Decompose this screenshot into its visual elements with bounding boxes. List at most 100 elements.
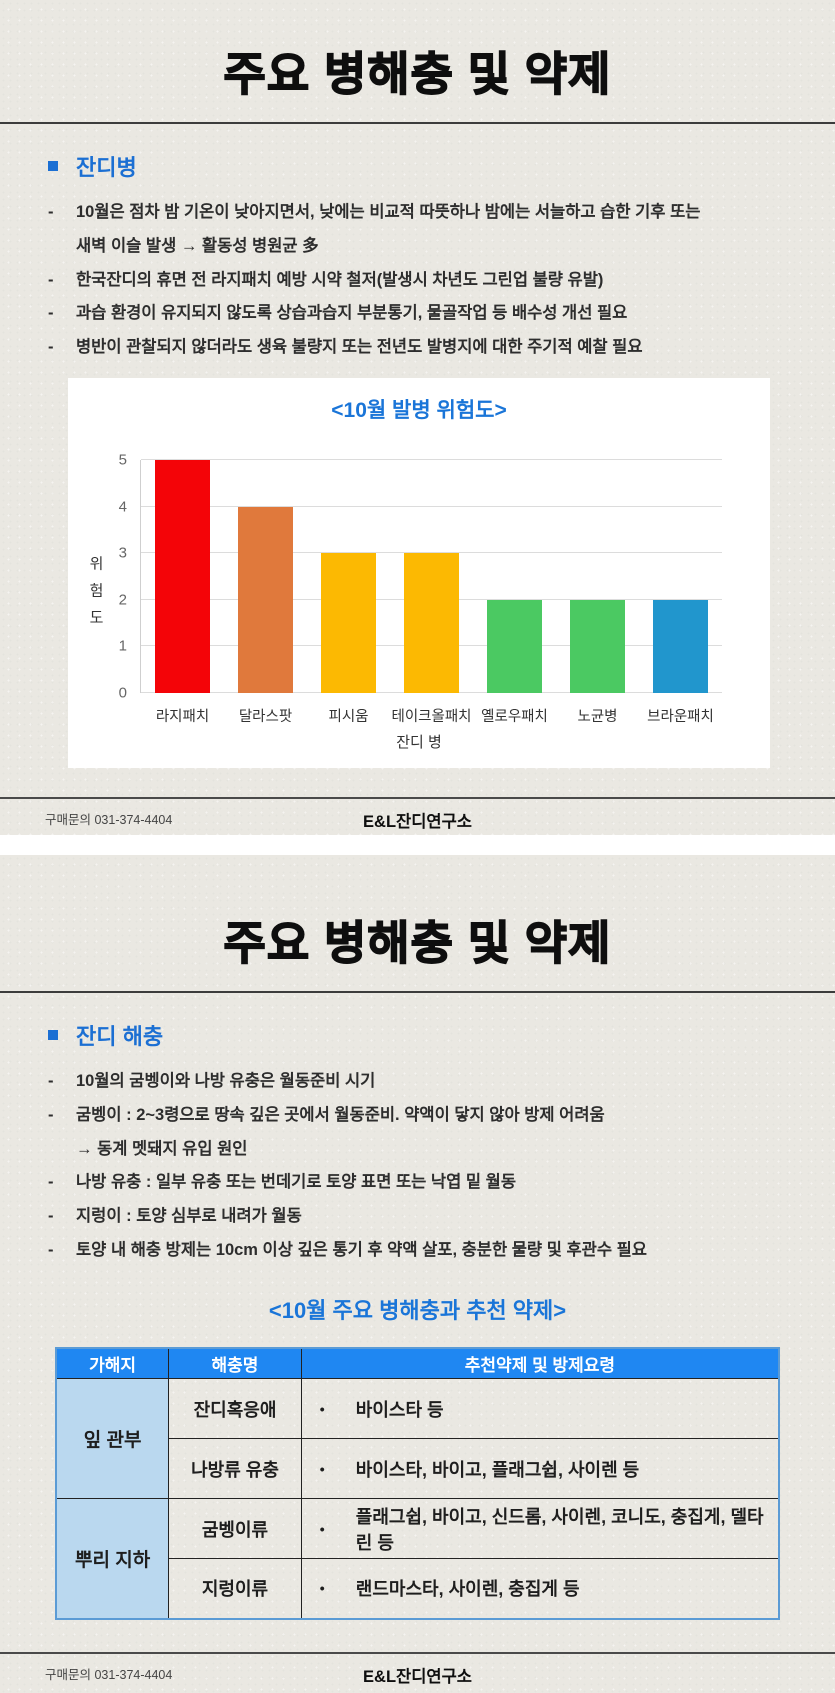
table-row: 뿌리 지하 굼벵이류 • 플래그쉽, 바이고, 신드롬, 사이렌, 코니도, 충… bbox=[55, 1498, 780, 1619]
bar-label: 브라운패치 bbox=[647, 709, 714, 725]
card-footer: 구매문의 031-374-4404 E&L잔디연구소 bbox=[0, 797, 835, 835]
list-item: - 지렁이 : 토양 심부로 내려가 월동 bbox=[48, 1204, 795, 1229]
dash-marker: - bbox=[48, 304, 54, 323]
chart-plot-area: 0 1 2 3 4 5 라지패치 달라스팟 피시움 테이크올패치 옐로우패치 노균병 브라운패치 bbox=[119, 452, 722, 725]
drugs-cell: • 바이스타 등 bbox=[300, 1378, 780, 1439]
chart-title: <10월 발병 위험도> bbox=[331, 399, 507, 422]
bar-slot: 옐로우패치 bbox=[473, 460, 556, 725]
bar-slot: 노균병 bbox=[556, 460, 639, 725]
bar-노균병 bbox=[570, 599, 625, 693]
square-bullet-icon bbox=[48, 161, 58, 171]
bar-달라스팟 bbox=[238, 506, 293, 693]
dot-bullet-icon: • bbox=[319, 1400, 325, 1417]
pest-cell: 지렁이류 bbox=[168, 1558, 302, 1619]
dash-marker: - bbox=[48, 270, 54, 289]
dot-bullet-icon: • bbox=[319, 1580, 325, 1597]
list-item: - 토양 내 해충 방제는 10cm 이상 깊은 통기 후 약액 살포, 충분한… bbox=[48, 1238, 795, 1263]
brand-name: E&L잔디연구소 bbox=[363, 813, 472, 831]
list-item: - 과습 환경이 유지되지 않도록 상습과습지 부분통기, 물골작업 등 배수성… bbox=[48, 301, 795, 326]
y-tick-label: 3 bbox=[118, 544, 127, 562]
bar-label: 달라스팟 bbox=[238, 709, 293, 725]
bar-slot: 피시움 bbox=[307, 460, 390, 725]
bar-label: 피시움 bbox=[328, 709, 369, 725]
list-item: - 굼벵이 : 2~3령으로 땅속 깊은 곳에서 월동준비. 약액이 닿지 않아… bbox=[48, 1103, 795, 1128]
pest-bullet-list: - 10월의 굼벵이와 나방 유충은 월동준비 시기 - 굼벵이 : 2~3령으… bbox=[48, 1069, 795, 1263]
header-pest: 해충명 bbox=[168, 1347, 302, 1379]
y-tick-label: 5 bbox=[118, 451, 127, 469]
y-tick-label: 2 bbox=[118, 591, 127, 609]
dash-marker: - bbox=[48, 1173, 54, 1192]
section-header-disease: 잔디병 bbox=[48, 150, 835, 182]
dot-bullet-icon: • bbox=[319, 1460, 325, 1477]
pest-cell: 굼벵이류 bbox=[168, 1498, 302, 1559]
section-header-pest: 잔디 해충 bbox=[48, 1019, 835, 1051]
disease-bullet-list: - 10월은 점차 밤 기온이 낮아지면서, 낮에는 비교적 따뜻하나 밤에는 … bbox=[48, 200, 795, 360]
title-divider bbox=[0, 991, 835, 993]
section-label: 잔디병 bbox=[76, 155, 137, 180]
bar-테이크올패치 bbox=[404, 553, 459, 693]
section-label: 잔디 해충 bbox=[76, 1024, 164, 1049]
dot-bullet-icon: • bbox=[319, 1520, 325, 1537]
list-item: - 10월은 점차 밤 기온이 낮아지면서, 낮에는 비교적 따뜻하나 밤에는 … bbox=[48, 200, 795, 225]
y-tick-label: 4 bbox=[118, 498, 127, 516]
dash-marker: - bbox=[48, 1240, 54, 1259]
page-title: 주요 병해충 및 약제 bbox=[223, 47, 612, 101]
page-disease: 주요 병해충 및 약제 잔디병 - 10월은 점차 밤 기온이 낮아지면서, 낮… bbox=[0, 0, 835, 835]
list-item: - 나방 유충 : 일부 유충 또는 번데기로 토양 표면 또는 낙엽 밑 월동 bbox=[48, 1170, 795, 1195]
area-cell: 뿌리 지하 bbox=[55, 1498, 170, 1619]
bar-피시움 bbox=[321, 553, 376, 693]
bar-label: 노균병 bbox=[577, 709, 618, 725]
area-cell: 잎 관부 bbox=[55, 1378, 170, 1499]
list-item-continuation: 새벽 이슬 발생 → 활동성 병원균 多 bbox=[76, 236, 319, 255]
dash-marker: - bbox=[48, 1072, 54, 1090]
contact-phone: 구매문의 031-374-4404 bbox=[45, 813, 173, 827]
page-pest: 주요 병해충 및 약제 잔디 해충 - 10월의 굼벵이와 나방 유충은 월동준… bbox=[0, 855, 835, 1693]
page-title: 주요 병해충 및 약제 bbox=[223, 916, 612, 970]
drugs-cell: • 바이스타, 바이고, 플래그쉽, 사이렌 등 bbox=[300, 1438, 780, 1499]
bar-slot: 라지패치 bbox=[141, 460, 224, 725]
dash-marker: - bbox=[48, 1105, 54, 1124]
square-bullet-icon bbox=[48, 1030, 58, 1040]
list-item: - 병반이 관찰되지 않더라도 생육 불량지 또는 전년도 발병지에 대한 주기… bbox=[48, 335, 795, 360]
risk-bar-chart: <10월 발병 위험도> 위험도 0 1 2 3 4 5 라지패치 달라스팟 피시움 테이크올패… bbox=[68, 378, 770, 768]
table-title: <10월 주요 병해충과 추천 약제> bbox=[268, 1297, 567, 1323]
bar-slot: 브라운패치 bbox=[639, 460, 722, 725]
bar-slot: 테이크올패치 bbox=[390, 460, 473, 725]
list-item: - 10월의 굼벵이와 나방 유충은 월동준비 시기 bbox=[48, 1069, 795, 1094]
gridline bbox=[141, 505, 722, 507]
header-area: 가해지 bbox=[55, 1347, 170, 1379]
contact-phone: 구매문의 031-374-4404 bbox=[45, 1668, 173, 1682]
drugs-cell: • 랜드마스타, 사이렌, 충집게 등 bbox=[300, 1558, 780, 1619]
header-drugs: 추천약제 및 방제요령 bbox=[300, 1347, 780, 1379]
x-axis-title: 잔디 병 bbox=[396, 734, 442, 751]
table-row: 지렁이류 • 랜드마스타, 사이렌, 충집게 등 bbox=[56, 1558, 780, 1619]
pest-cell: 나방류 유충 bbox=[168, 1438, 302, 1499]
y-tick-label: 1 bbox=[118, 637, 127, 655]
bar-브라운패치 bbox=[653, 599, 708, 693]
table-row: 잎 관부 잔디혹응애 • 바이스타 등 bbox=[55, 1378, 780, 1499]
dash-marker: - bbox=[48, 338, 54, 356]
pest-cell: 잔디혹응애 bbox=[168, 1378, 302, 1439]
chart-bars: 라지패치 달라스팟 피시움 테이크올패치 옐로우패치 노균병 브라운패치 bbox=[141, 460, 722, 725]
card-gap bbox=[0, 835, 835, 855]
list-item: - 한국잔디의 휴면 전 라지패치 예방 시약 철저(발생시 차년도 그린업 불… bbox=[48, 268, 795, 293]
gridline bbox=[141, 552, 722, 554]
bar-옐로우패치 bbox=[487, 599, 542, 693]
bar-label: 테이크올패치 bbox=[391, 709, 472, 725]
bar-label: 옐로우패치 bbox=[481, 709, 548, 725]
y-axis-title: 위험도 bbox=[89, 555, 104, 627]
dash-marker: - bbox=[48, 203, 54, 221]
card-footer: 구매문의 031-374-4404 E&L잔디연구소 bbox=[0, 1652, 835, 1693]
drugs-cell: • 플래그쉽, 바이고, 신드롬, 사이렌, 코니도, 충집게, 델타린 등 bbox=[300, 1498, 780, 1559]
gridline bbox=[141, 459, 722, 460]
pesticide-table: 가해지 해충명 추천약제 및 방제요령 잎 관부 잔디혹응애 • 바이스타 등 … bbox=[55, 1346, 780, 1620]
y-tick-label: 0 bbox=[118, 684, 127, 702]
bar-라지패치 bbox=[155, 460, 210, 693]
title-divider bbox=[0, 122, 835, 124]
table-header-row: 가해지 해충명 추천약제 및 방제요령 bbox=[55, 1347, 780, 1379]
bar-slot: 달라스팟 bbox=[224, 460, 307, 725]
brand-name: E&L잔디연구소 bbox=[363, 1668, 472, 1686]
dash-marker: - bbox=[48, 1207, 54, 1225]
list-item-continuation: → 동계 멧돼지 유입 원인 bbox=[76, 1139, 248, 1158]
bar-label: 라지패치 bbox=[155, 709, 210, 725]
